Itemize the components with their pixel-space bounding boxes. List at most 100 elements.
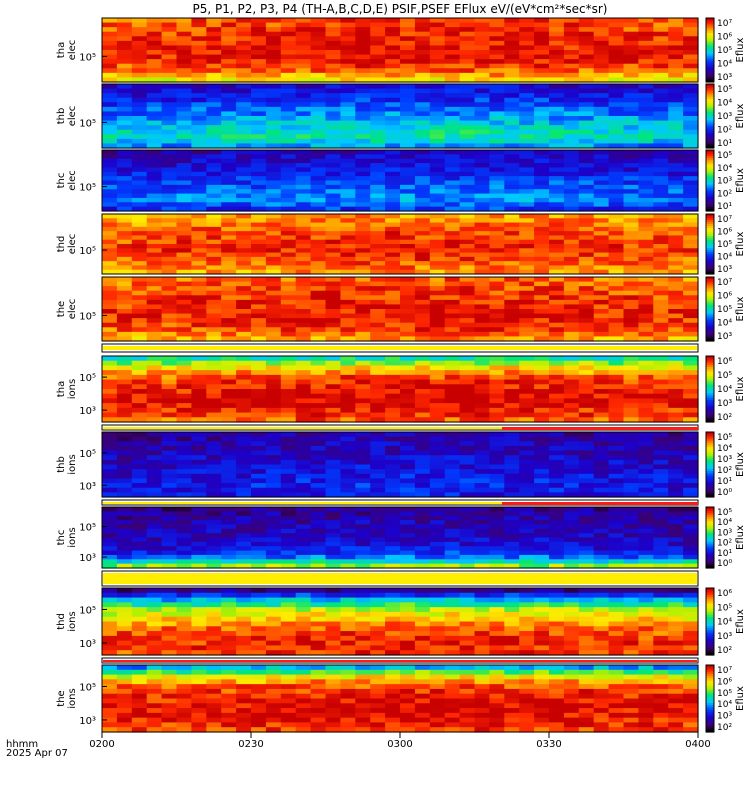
spectrogram-cell [146, 592, 163, 599]
colorbar-swatch [706, 150, 714, 153]
spectrogram-cell [563, 528, 580, 534]
spectrogram-cell [534, 154, 550, 160]
spectrogram-cell [295, 72, 312, 79]
spectrogram-cell [265, 239, 282, 245]
spectrogram-cell [474, 281, 490, 287]
spectrogram-cell [370, 197, 386, 203]
spectrogram-cell [534, 436, 550, 442]
spectrogram-cell [534, 106, 550, 113]
spectrogram-cell [608, 492, 625, 498]
spectrogram-cell [608, 171, 625, 177]
spectrogram-cell [683, 336, 699, 342]
spectrogram-cell [400, 487, 416, 493]
spectrogram-cell [280, 134, 297, 140]
spectrogram-cell [116, 398, 133, 404]
spectrogram-cell [146, 45, 163, 51]
spectrogram-cell [146, 184, 163, 190]
spectrogram-cell [504, 269, 520, 275]
spectrogram-cell [102, 459, 118, 466]
spectrogram-cell [459, 356, 476, 362]
spectrogram-cell [519, 318, 535, 324]
spectrogram-cell [534, 143, 550, 149]
spectrogram-cell [519, 163, 535, 169]
spectrogram-cell [340, 120, 356, 126]
spectrogram-cell [489, 403, 505, 409]
spectrogram-cell [414, 322, 431, 328]
spectrogram-cell [429, 129, 446, 135]
spectrogram-cell [668, 478, 684, 484]
spectrogram-cell [340, 129, 356, 135]
spectrogram-cell [370, 559, 386, 565]
spectrogram-cell [578, 374, 595, 381]
spectrogram-cell [400, 125, 416, 131]
spectrogram-cell [280, 40, 297, 47]
spectrogram-cell [295, 550, 312, 556]
spectrogram-cell [504, 222, 520, 228]
spectrogram-cell [370, 269, 386, 275]
colorbar-swatch [706, 69, 714, 72]
spectrogram-cell [638, 374, 654, 381]
spectrogram-cell [355, 68, 371, 74]
spectrogram-cell [355, 407, 371, 414]
spectrogram-cell [549, 235, 565, 241]
spectrogram-cell [608, 478, 625, 484]
spectrogram-cell [683, 483, 699, 489]
spectrogram-cell [131, 455, 148, 461]
spectrogram-cell [444, 469, 461, 475]
spectrogram-cell [414, 248, 431, 254]
spectrogram-cell [265, 40, 282, 47]
spectrogram-cell [414, 116, 431, 122]
spectrogram-cell [206, 299, 222, 306]
spectrogram-cell [668, 45, 684, 51]
spectrogram-cell [370, 97, 386, 103]
spectrogram-cell [146, 389, 163, 395]
spectrogram-cell [459, 370, 476, 376]
spectrogram-cell [593, 84, 610, 90]
spectrogram-cell [474, 445, 490, 452]
spectrogram-cell [265, 327, 282, 333]
spectrogram-cell [191, 222, 207, 228]
spectrogram-cell [504, 150, 520, 155]
spectrogram-cell [370, 528, 386, 534]
spectrogram-cell [370, 290, 386, 296]
spectrogram-cell [131, 559, 148, 565]
spectrogram-cell [176, 588, 192, 594]
spectrogram-cell [325, 393, 341, 400]
spectrogram-cell [206, 154, 222, 160]
spectrogram-cell [668, 244, 684, 249]
spectrogram-cell [578, 54, 595, 60]
spectrogram-cell [489, 295, 505, 301]
spectrogram-cell [385, 360, 401, 367]
spectrogram-cell [310, 528, 327, 534]
spectrogram-cell [474, 226, 490, 232]
spectrogram-cell [668, 193, 684, 199]
spectrogram-cell [146, 106, 163, 113]
spectrogram-cell [400, 256, 416, 262]
spectrogram-cell [623, 554, 639, 560]
spectrogram-cell [221, 36, 237, 42]
spectrogram-cell [385, 407, 401, 414]
spectrogram-cell [563, 97, 580, 103]
spectrogram-cell [504, 322, 520, 328]
spectrogram-cell [504, 412, 520, 418]
spectrogram-cell [116, 235, 133, 241]
spectrogram-cell [504, 18, 520, 24]
spectrogram-cell [355, 193, 371, 199]
spectrogram-cell [191, 602, 207, 608]
spectrogram-cell [161, 40, 178, 47]
spectrogram-cell [578, 184, 595, 190]
spectrogram-cell [623, 252, 639, 258]
spectrogram-cell [563, 163, 580, 169]
spectrogram-cell [191, 72, 207, 79]
spectrogram-cell [131, 322, 148, 328]
spectrogram-cell [325, 116, 341, 122]
spectrogram-cell [563, 269, 580, 275]
spectrogram-cell [489, 193, 505, 199]
spectrogram-cell [191, 171, 207, 177]
colorbar-swatch [706, 358, 714, 361]
spectrogram-cell [280, 244, 297, 249]
spectrogram-cell [414, 379, 431, 385]
spectrogram-cell [459, 469, 476, 475]
spectrogram-cell [310, 432, 327, 438]
spectrogram-cell [549, 189, 565, 195]
